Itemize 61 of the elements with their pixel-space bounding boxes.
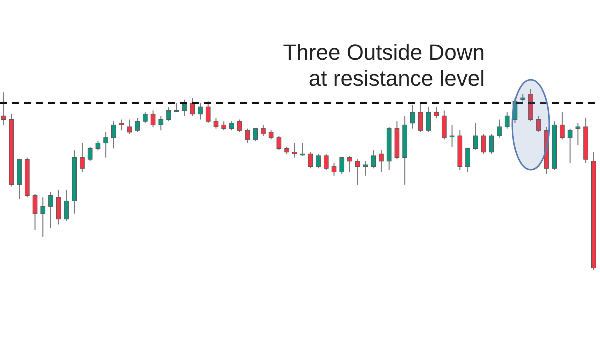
candlestick <box>158 116 164 132</box>
candlestick <box>40 197 46 238</box>
candlestick <box>253 128 258 142</box>
candlestick <box>536 116 542 133</box>
candlestick <box>292 142 298 158</box>
candlestick <box>450 124 455 148</box>
candlestick <box>268 130 274 140</box>
candlestick <box>426 106 432 133</box>
candlestick <box>300 142 306 156</box>
candlestick <box>190 98 196 117</box>
candlestick <box>418 102 424 133</box>
candlestick <box>198 102 203 120</box>
candlestick <box>64 190 70 222</box>
candlestick <box>1 92 6 126</box>
candlestick <box>56 190 62 226</box>
candlestick <box>568 128 573 164</box>
candlestick <box>230 121 234 132</box>
candlestick <box>237 119 242 133</box>
candlestick <box>206 101 211 124</box>
annotation: Three Outside Down at resistance level <box>282 40 485 92</box>
candlestick <box>88 146 93 162</box>
candlestick <box>245 128 250 144</box>
candlestick <box>324 154 329 171</box>
candlestick <box>119 119 124 132</box>
candlestick <box>276 136 282 152</box>
candlestick <box>576 122 581 146</box>
candlestick <box>166 106 172 122</box>
candlestick <box>222 121 227 132</box>
candlestick <box>316 154 321 170</box>
candlestick <box>371 150 376 170</box>
candlestick <box>442 110 447 140</box>
candlestick <box>174 102 180 114</box>
candlestick <box>497 119 502 138</box>
candlestick <box>379 150 384 173</box>
candlestick <box>560 112 565 140</box>
candlestick <box>48 192 54 229</box>
candlestick <box>410 104 416 130</box>
candlestick <box>466 148 470 173</box>
candlestick <box>104 132 108 158</box>
candlestick <box>434 106 439 118</box>
candlestick <box>80 142 85 173</box>
candlestick <box>481 134 486 155</box>
candlestick <box>473 122 478 152</box>
candlestick <box>261 124 266 137</box>
candlestick <box>363 160 368 176</box>
candlestick <box>348 155 352 173</box>
candlestick <box>112 121 116 150</box>
candlestick <box>135 117 140 133</box>
candlestick <box>512 98 518 124</box>
candlestick <box>32 193 38 231</box>
candlestick <box>355 159 360 186</box>
candlestick <box>332 162 337 176</box>
candlestick <box>340 157 345 175</box>
candlestick <box>489 134 494 155</box>
candlestick <box>308 152 314 170</box>
candlestick <box>214 117 219 130</box>
candlestick <box>504 112 510 130</box>
candlestick <box>150 110 156 128</box>
candlestick <box>143 112 148 124</box>
candlestick <box>127 119 132 135</box>
candlestick <box>96 140 101 152</box>
